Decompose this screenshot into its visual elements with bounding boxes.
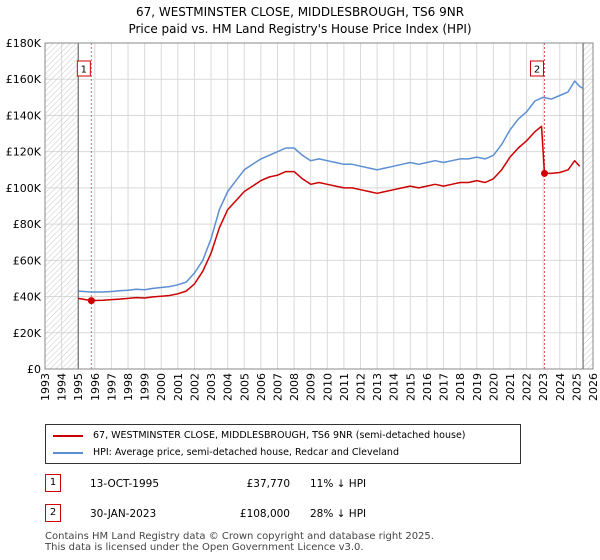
sale-points xyxy=(87,169,549,305)
footer-line-2: This data is licensed under the Open Gov… xyxy=(45,542,364,553)
x-tick-label: 2003 xyxy=(205,373,218,401)
series-line-property xyxy=(78,125,581,302)
x-tick-label: 2011 xyxy=(338,373,351,401)
x-tick-label: 2023 xyxy=(537,373,550,401)
legend-swatch-hpi xyxy=(53,451,83,454)
x-tick-label: 1997 xyxy=(105,373,118,401)
legend-swatch-property xyxy=(53,434,83,437)
transaction-hpi: 11% ↓ HPI xyxy=(310,478,367,490)
x-tick-label: 2021 xyxy=(504,373,517,401)
price-chart: £0 £20K £40K £60K £80K £100K £120K £140K £160K £1… xyxy=(6,37,600,401)
footer-credits: Contains HM Land Registry data © Crown c… xyxy=(45,531,434,553)
y-tick-label: £160K xyxy=(6,73,42,86)
axes xyxy=(44,42,594,370)
x-tick-label: 2025 xyxy=(570,373,583,401)
sale-point xyxy=(541,169,549,177)
annotation-label: 2 xyxy=(534,65,540,76)
x-tick-label: 2020 xyxy=(487,373,500,401)
y-tick-label: £20K xyxy=(13,327,42,340)
x-tick-label: 2017 xyxy=(438,373,451,401)
legend-item-property: 67, WESTMINSTER CLOSE, MIDDLESBROUGH, TS… xyxy=(53,428,466,444)
sale-point xyxy=(87,297,95,305)
annotation-label: 1 xyxy=(81,65,87,76)
x-tick-label: 2013 xyxy=(371,373,384,401)
hatched-regions xyxy=(45,43,593,369)
x-tick-labels: 1993 1994 1995 1996 1997 1998 1999 2000 2001 2002… xyxy=(39,373,600,401)
x-tick-label: 2000 xyxy=(155,373,168,401)
x-tick-label: 1996 xyxy=(89,373,102,401)
x-tick-label: 2019 xyxy=(471,373,484,401)
x-tick-label: 1999 xyxy=(139,373,152,401)
plot-area xyxy=(45,43,593,369)
transaction-date: 13-OCT-1995 xyxy=(90,478,159,490)
x-tick-label: 2004 xyxy=(222,373,235,401)
x-tick-label: 2015 xyxy=(404,373,417,401)
x-tick-label: 2007 xyxy=(271,373,284,401)
transaction-price: £108,000 xyxy=(239,508,290,520)
x-tick-label: 2006 xyxy=(255,373,268,401)
x-tick-label: 2012 xyxy=(355,373,368,401)
x-tick-label: 2008 xyxy=(288,373,301,401)
legend-label-property: 67, WESTMINSTER CLOSE, MIDDLESBROUGH, TS… xyxy=(93,430,466,441)
footer-line-1: Contains HM Land Registry data © Crown c… xyxy=(45,531,434,542)
x-tick-label: 1994 xyxy=(56,373,69,401)
y-tick-label: £180K xyxy=(6,37,42,50)
y-tick-labels: £0 £20K £40K £60K £80K £100K £120K £140K £160K £1… xyxy=(6,37,42,376)
transaction-badge: 2 xyxy=(45,504,61,522)
x-tick-label: 2016 xyxy=(421,373,434,401)
y-tick-label: £0 xyxy=(27,363,41,376)
transaction-hpi: 28% ↓ HPI xyxy=(310,508,367,520)
x-tick-label: 1998 xyxy=(122,373,135,401)
chart-title: 67, WESTMINSTER CLOSE, MIDDLESBROUGH, TS… xyxy=(135,5,465,19)
series-lines xyxy=(78,80,584,302)
x-tick-label: 2024 xyxy=(554,373,567,401)
y-tick-label: £40K xyxy=(13,291,42,304)
plot-frame xyxy=(44,42,594,370)
chart-subtitle: Price paid vs. HM Land Registry's House … xyxy=(128,22,472,36)
x-tick-label: 2022 xyxy=(521,373,534,401)
transaction-date: 30-JAN-2023 xyxy=(90,508,157,520)
y-tick-label: £100K xyxy=(6,182,42,195)
x-tick-label: 2018 xyxy=(454,373,467,401)
y-tick-label: £80K xyxy=(13,218,42,231)
hatch-region-left xyxy=(45,43,79,369)
legend: 67, WESTMINSTER CLOSE, MIDDLESBROUGH, TS… xyxy=(45,424,521,464)
legend-item-hpi: HPI: Average price, semi-detached house,… xyxy=(53,445,399,461)
transaction-badge: 1 xyxy=(45,474,61,492)
y-tick-label: £120K xyxy=(6,146,42,159)
x-tick-label: 1995 xyxy=(72,373,85,401)
x-tick-label: 2009 xyxy=(305,373,318,401)
hatch-region-right xyxy=(583,43,593,369)
series-line-hpi xyxy=(78,80,584,293)
legend-label-hpi: HPI: Average price, semi-detached house,… xyxy=(93,447,399,458)
annotation-box xyxy=(530,60,545,77)
x-tick-label: 2001 xyxy=(172,373,185,401)
x-tick-label: 1993 xyxy=(39,373,52,401)
y-tick-label: £60K xyxy=(13,254,42,267)
transaction-price: £37,770 xyxy=(246,478,290,490)
annotation-box xyxy=(76,60,91,77)
plot-background xyxy=(45,43,593,369)
y-tick-label: £140K xyxy=(6,109,42,122)
x-tick-label: 2005 xyxy=(238,373,251,401)
x-tick-label: 2010 xyxy=(321,373,334,401)
chart-title-block: 67, WESTMINSTER CLOSE, MIDDLESBROUGH, TS… xyxy=(0,4,600,38)
x-tick-label: 2014 xyxy=(388,373,401,401)
x-tick-label: 2026 xyxy=(587,373,600,401)
x-tick-label: 2002 xyxy=(188,373,201,401)
